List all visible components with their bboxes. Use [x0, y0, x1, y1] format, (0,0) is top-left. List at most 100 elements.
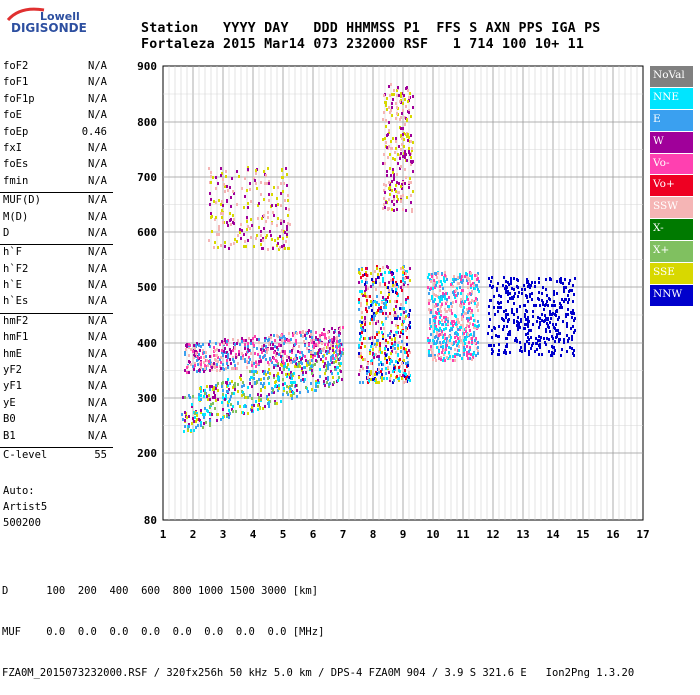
data-point: [438, 280, 440, 283]
data-point: [375, 353, 377, 356]
data-point: [560, 304, 562, 307]
param-value: N/A: [88, 92, 107, 105]
data-point: [218, 228, 220, 231]
data-point: [469, 322, 471, 325]
data-point: [286, 225, 288, 228]
data-point: [528, 283, 530, 286]
data-point: [225, 394, 227, 397]
data-point: [332, 376, 334, 379]
data-point: [188, 354, 190, 357]
data-point: [295, 384, 297, 387]
data-point: [268, 405, 270, 408]
data-point: [545, 288, 547, 291]
data-point: [549, 310, 551, 313]
data-point: [371, 318, 373, 321]
param-value: N/A: [88, 262, 107, 275]
data-point: [303, 340, 305, 343]
data-point: [218, 349, 220, 352]
data-point: [255, 182, 257, 185]
data-point: [403, 283, 405, 286]
data-point: [473, 334, 475, 337]
data-point: [458, 340, 460, 343]
data-point: [430, 345, 432, 348]
data-point: [266, 234, 268, 237]
param-name: foEp: [3, 125, 29, 138]
data-point: [241, 337, 243, 340]
data-point: [387, 348, 389, 351]
data-point: [392, 278, 394, 281]
data-point: [385, 339, 387, 342]
data-point: [536, 348, 538, 351]
param-name: h`F: [3, 246, 22, 259]
data-point: [286, 385, 288, 388]
data-point: [435, 325, 437, 328]
data-point: [263, 170, 265, 173]
data-point: [549, 330, 551, 333]
param-name: yE: [3, 396, 16, 409]
data-point: [429, 321, 431, 324]
data-point: [408, 147, 410, 150]
data-point: [379, 310, 381, 313]
data-point: [488, 312, 490, 315]
data-point: [216, 233, 218, 236]
data-point: [273, 214, 275, 217]
data-point: [572, 352, 574, 355]
param-value: N/A: [88, 396, 107, 409]
data-point: [430, 309, 432, 312]
data-point: [432, 354, 434, 357]
data-point: [203, 351, 205, 354]
data-point: [196, 418, 198, 421]
data-point: [456, 325, 458, 328]
data-point: [327, 331, 329, 334]
param-row: h`F N/A: [0, 246, 113, 262]
data-point: [213, 246, 215, 249]
data-point: [439, 300, 441, 303]
data-point: [284, 199, 286, 202]
data-point: [444, 308, 446, 311]
data-point: [374, 343, 376, 346]
data-point: [248, 349, 250, 352]
data-point: [227, 353, 229, 356]
data-point: [383, 111, 385, 114]
data-point: [307, 361, 309, 364]
data-point: [387, 341, 389, 344]
param-row: yF2 N/A: [0, 364, 113, 380]
data-point: [399, 100, 401, 103]
data-point: [534, 285, 536, 288]
data-point: [328, 336, 330, 339]
data-point: [408, 373, 410, 376]
data-point: [288, 208, 290, 211]
data-point: [267, 402, 269, 405]
data-point: [453, 342, 455, 345]
data-point: [404, 369, 406, 372]
data-point: [221, 349, 223, 352]
data-point: [572, 325, 574, 328]
data-point: [367, 287, 369, 290]
data-point: [406, 351, 408, 354]
data-point: [566, 322, 568, 325]
data-point: [191, 403, 193, 406]
data-point: [213, 391, 215, 394]
data-point: [475, 354, 477, 357]
data-point: [404, 98, 406, 101]
data-point: [526, 310, 528, 313]
data-point: [516, 324, 518, 327]
data-point: [509, 333, 511, 336]
data-point: [216, 365, 218, 368]
data-point: [254, 179, 256, 182]
data-point: [291, 351, 293, 354]
data-point: [370, 300, 372, 303]
data-point: [385, 119, 387, 122]
data-point: [299, 356, 301, 359]
data-point: [319, 337, 321, 340]
data-point: [322, 333, 324, 336]
data-point: [264, 182, 266, 185]
data-point: [300, 358, 302, 361]
data-point: [387, 133, 389, 136]
data-point: [277, 362, 279, 365]
data-point: [538, 281, 540, 284]
data-point: [399, 358, 401, 361]
data-point: [437, 354, 439, 357]
data-point: [318, 381, 320, 384]
data-point: [389, 186, 391, 189]
